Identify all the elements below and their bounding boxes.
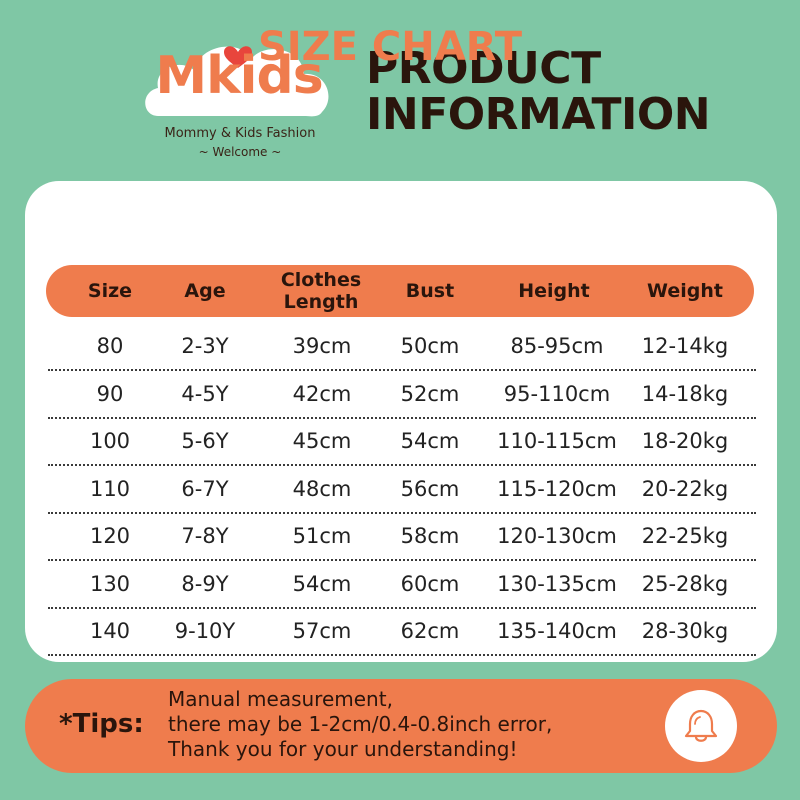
- page-title: PRODUCT INFORMATION: [366, 43, 711, 140]
- brand-tagline: Mommy & Kids Fashion: [164, 126, 316, 141]
- cell-age: 2-3Y: [181, 334, 229, 358]
- cell-size: 110: [89, 476, 131, 501]
- table-row: 130 8-9Y 54cm 60cm 130-135cm 25-28kg: [48, 561, 756, 609]
- cell-bust: 62cm: [400, 619, 460, 643]
- cell-bust: 58cm: [400, 524, 460, 548]
- table-row: 140 9-10Y 57cm 62cm 135-140cm 28-30kg: [48, 608, 756, 656]
- cloud-icon: [145, 46, 329, 117]
- size-chart-title: SIZE CHART: [257, 24, 523, 70]
- cell-height: 130-135cm: [497, 571, 617, 596]
- tips-line-1: Manual measurement,: [168, 687, 393, 711]
- cell-height: 120-130cm: [497, 524, 617, 548]
- cell-weight: 20-22kg: [641, 476, 729, 501]
- row-divider: [48, 416, 756, 419]
- cell-size: 140: [89, 619, 131, 643]
- cell-weight: 14-18kg: [641, 381, 729, 406]
- table-row: 120 7-8Y 51cm 58cm 120-130cm 22-25kg: [48, 513, 756, 561]
- table-row: 100 5-6Y 45cm 54cm 110-115cm 18-20kg: [48, 418, 756, 466]
- cell-age: 8-9Y: [181, 571, 229, 596]
- cell-height: 115-120cm: [497, 476, 617, 501]
- column-header-age: Age: [184, 280, 226, 302]
- cell-size: 120: [89, 524, 131, 548]
- cell-clothes-length: 39cm: [292, 334, 352, 358]
- cell-bust: 52cm: [400, 381, 460, 406]
- cell-weight: 12-14kg: [641, 334, 729, 358]
- column-header-height: Height: [518, 280, 590, 302]
- tips-label: *Tips:: [59, 709, 144, 739]
- column-header-weight: Weight: [647, 280, 723, 302]
- page-title-line-1: PRODUCT: [366, 43, 601, 94]
- cell-weight: 22-25kg: [641, 524, 729, 548]
- bell-icon: [665, 690, 737, 762]
- column-header-bust: Bust: [405, 280, 455, 302]
- tips-line-2: there may be 1-2cm/0.4-0.8inch error,: [168, 712, 553, 736]
- cell-bust: 60cm: [400, 571, 460, 596]
- cell-size: 80: [96, 334, 124, 358]
- cell-weight: 25-28kg: [641, 571, 729, 596]
- row-divider: [48, 369, 756, 371]
- cell-bust: 54cm: [400, 429, 460, 453]
- cell-size: 130: [89, 571, 131, 596]
- cell-size: 90: [96, 381, 124, 406]
- cell-height: 85-95cm: [510, 334, 604, 358]
- page-title-line-2: INFORMATION: [366, 89, 711, 140]
- cell-bust: 56cm: [400, 476, 460, 501]
- brand-logo: Mkids Mommy & Kids Fashion ~ Welcome ~: [140, 28, 340, 168]
- row-divider: [48, 559, 756, 561]
- cell-age: 5-6Y: [181, 429, 229, 453]
- cell-clothes-length: 42cm: [292, 381, 352, 406]
- brand-welcome: ~ Welcome ~: [198, 145, 282, 159]
- cell-age: 4-5Y: [181, 381, 229, 406]
- table-row: 80 2-3Y 39cm 50cm 85-95cm 12-14kg: [48, 323, 756, 371]
- cell-clothes-length: 48cm: [292, 476, 352, 501]
- column-header-size: Size: [87, 280, 133, 302]
- cell-clothes-length: 45cm: [292, 429, 352, 453]
- cell-height: 95-110cm: [503, 381, 611, 406]
- cell-weight: 28-30kg: [641, 619, 729, 643]
- cell-bust: 50cm: [400, 334, 460, 358]
- cell-age: 6-7Y: [181, 476, 229, 501]
- cell-size: 100: [89, 429, 131, 453]
- cell-height: 110-115cm: [497, 429, 617, 453]
- cell-age: 9-10Y: [174, 619, 236, 643]
- size-chart-header: Size Age Clothes Length Bust Height Weig…: [46, 265, 754, 317]
- column-header-clothes-length: Clothes Length: [280, 269, 362, 313]
- cell-clothes-length: 54cm: [292, 571, 352, 596]
- tips-line-3: Thank you for your understanding!: [168, 737, 518, 761]
- cell-clothes-length: 57cm: [292, 619, 352, 643]
- brand-name: Mkids: [155, 46, 323, 106]
- table-row: 90 4-5Y 42cm 52cm 95-110cm 14-18kg: [48, 371, 756, 419]
- cell-height: 135-140cm: [497, 619, 617, 643]
- table-row: 110 6-7Y 48cm 56cm 115-120cm 20-22kg: [48, 466, 756, 514]
- heart-icon: [224, 46, 252, 68]
- cell-age: 7-8Y: [181, 524, 229, 548]
- size-chart-card: [25, 181, 777, 662]
- tips-banner: *Tips: Manual measurement, there may be …: [25, 679, 777, 773]
- tips-text: Manual measurement, there may be 1-2cm/0…: [168, 687, 552, 762]
- row-divider: [48, 511, 756, 514]
- row-divider: [48, 464, 756, 466]
- row-divider: [48, 606, 756, 609]
- cell-clothes-length: 51cm: [292, 524, 352, 548]
- cell-weight: 18-20kg: [641, 429, 729, 453]
- row-divider: [48, 654, 756, 656]
